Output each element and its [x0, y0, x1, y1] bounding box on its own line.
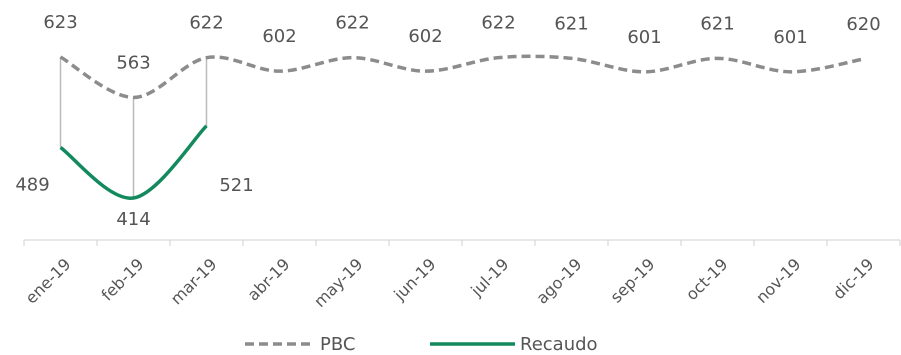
x-tick-label: may-19: [310, 255, 366, 311]
data-label: 622: [335, 13, 369, 34]
data-label: 414: [116, 209, 150, 230]
x-tick-label: nov-19: [752, 255, 804, 307]
data-label: 602: [408, 26, 442, 47]
x-tick-label: abr-19: [244, 255, 294, 305]
x-tick-label: feb-19: [97, 255, 147, 305]
x-tick-label: oct-19: [682, 255, 731, 304]
data-label: 620: [846, 14, 880, 35]
x-tick-label: sep-19: [607, 255, 659, 307]
x-tick-label: jul-19: [466, 255, 512, 301]
x-tick-label: jun-19: [389, 255, 439, 305]
legend-label: PBC: [320, 334, 355, 355]
data-label: 521: [219, 175, 253, 196]
data-label: 622: [189, 13, 223, 34]
data-label: 602: [262, 26, 296, 47]
x-tick-label: mar-19: [167, 255, 221, 309]
data-label: 621: [700, 13, 734, 34]
data-label: 489: [15, 174, 49, 195]
data-label: 601: [627, 27, 661, 48]
data-label: 623: [43, 12, 77, 33]
data-label: 601: [773, 27, 807, 48]
series-line: [59, 124, 208, 200]
data-label: 563: [116, 52, 150, 73]
x-tick-label: ago-19: [532, 255, 585, 308]
data-label: 621: [554, 13, 588, 34]
series-line: [59, 54, 864, 100]
x-tick-label: ene-19: [21, 255, 74, 308]
x-tick-label: dic-19: [829, 255, 877, 303]
data-label: 622: [481, 13, 515, 34]
legend-label: Recaudo: [520, 334, 598, 355]
